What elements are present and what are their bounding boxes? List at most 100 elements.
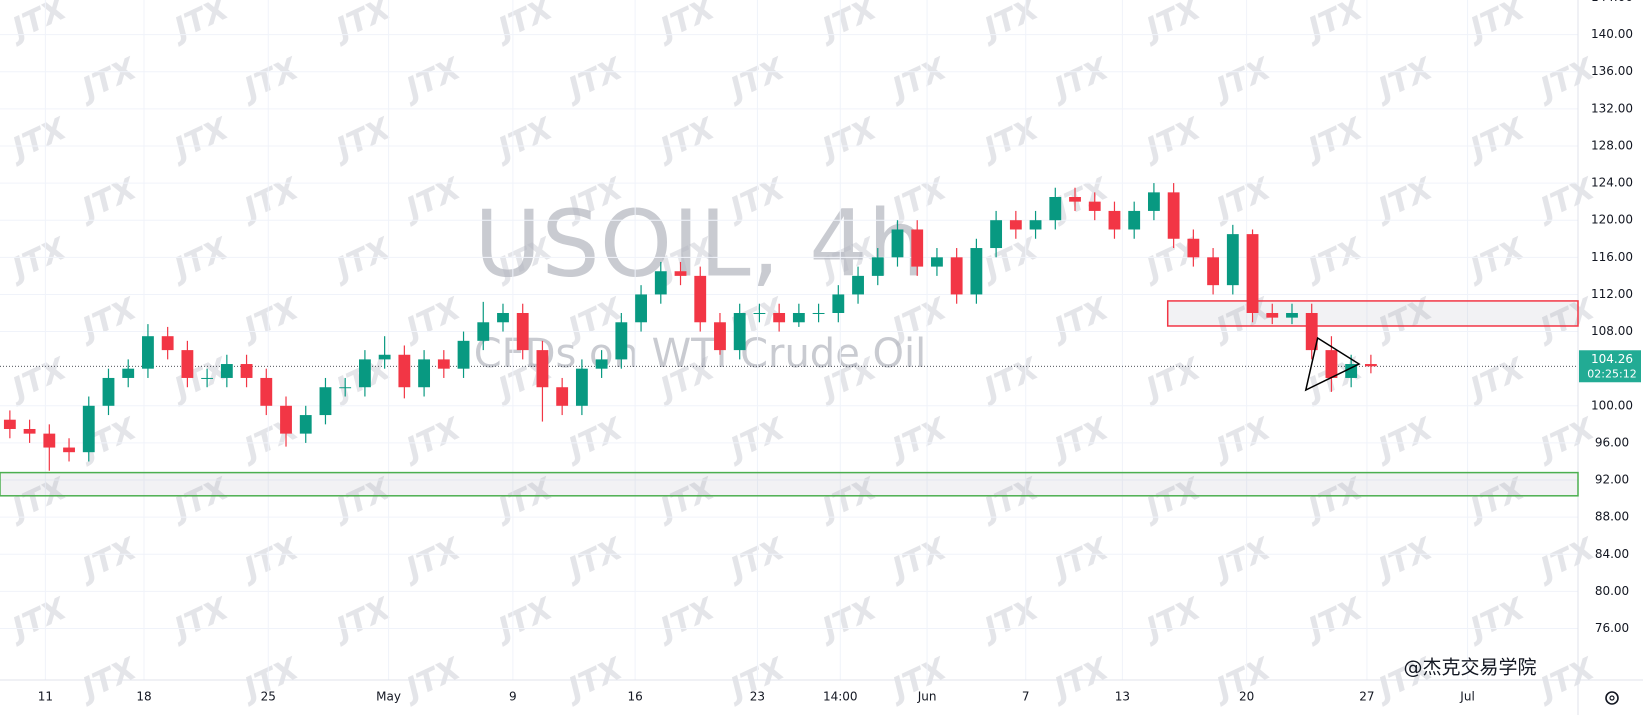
y-tick-label: 112.00 xyxy=(1591,287,1633,301)
candle-body xyxy=(339,387,352,389)
x-tick-label: 27 xyxy=(1359,690,1374,704)
candle-body xyxy=(378,354,391,360)
candle-body xyxy=(142,336,154,369)
candle-body xyxy=(1246,234,1259,313)
candle-body xyxy=(3,419,16,429)
x-tick-label: May xyxy=(376,690,401,704)
candle-body xyxy=(398,354,411,388)
candle-body xyxy=(1049,197,1062,221)
y-tick-label: 128.00 xyxy=(1591,138,1633,152)
candle-body xyxy=(852,275,864,295)
candle-body xyxy=(260,377,273,406)
y-tick-label: 84.00 xyxy=(1595,547,1629,561)
triangle-pattern xyxy=(1304,336,1361,392)
x-tick-label: 23 xyxy=(750,690,765,704)
last-price-box xyxy=(1579,350,1641,383)
candle-body xyxy=(595,359,608,369)
y-tick-label: 116.00 xyxy=(1591,250,1633,264)
x-tick-label: 7 xyxy=(1022,690,1030,704)
description-watermark: CFDs on WTI Crude Oil xyxy=(474,331,926,377)
settings-gear-center[interactable] xyxy=(1609,695,1615,701)
candle-body xyxy=(1029,220,1042,230)
y-tick-label: 88.00 xyxy=(1595,510,1629,524)
candle-body xyxy=(1009,220,1022,230)
candle-body xyxy=(299,415,312,434)
candle-body xyxy=(714,322,726,351)
candle-body xyxy=(635,294,647,323)
y-tick-label: 92.00 xyxy=(1595,473,1629,487)
candle-body xyxy=(556,387,569,406)
y-tick-label: 80.00 xyxy=(1595,584,1629,598)
zone xyxy=(0,471,1579,497)
y-tick-label: 124.00 xyxy=(1591,176,1633,190)
candle-body xyxy=(122,368,135,378)
candle-body xyxy=(1128,210,1141,230)
candle-body xyxy=(457,340,470,369)
x-tick-label: 25 xyxy=(261,690,276,704)
candle-body xyxy=(82,405,95,453)
candle-body xyxy=(674,271,687,276)
candle-body xyxy=(575,368,588,406)
candle-body xyxy=(201,377,214,379)
candle-body xyxy=(654,271,667,295)
candle-body xyxy=(1325,350,1338,378)
candle-body xyxy=(891,229,904,258)
candle-body xyxy=(63,447,75,453)
candle-body xyxy=(102,377,115,406)
credit: @杰克交易学院 xyxy=(1403,657,1536,679)
candle-body xyxy=(477,322,490,341)
candle-body xyxy=(220,364,233,378)
candle-body xyxy=(1167,192,1180,239)
x-tick-label: Jun xyxy=(917,690,937,704)
candle-body xyxy=(516,312,529,351)
candle-body xyxy=(1364,364,1377,367)
y-tick-label: 108.00 xyxy=(1591,324,1633,338)
last-price-label: 104.26 xyxy=(1591,352,1633,366)
candle-body xyxy=(43,433,56,448)
candle-body xyxy=(753,312,766,314)
candle-body xyxy=(319,387,332,416)
y-tick-label: 96.00 xyxy=(1595,435,1629,449)
x-tick-label: 16 xyxy=(628,690,643,704)
candle-body xyxy=(1207,257,1220,286)
x-tick-label: Jul xyxy=(1459,690,1474,704)
candle-body xyxy=(1226,234,1239,286)
candle-body xyxy=(812,312,825,314)
candle-body xyxy=(1108,210,1121,230)
candle-body xyxy=(358,359,371,388)
candle-body xyxy=(615,322,628,360)
candle-body xyxy=(792,312,805,323)
candle-body xyxy=(990,220,1003,249)
candle-body xyxy=(1147,192,1160,211)
candle-body xyxy=(280,405,292,434)
settings-gear[interactable] xyxy=(1605,691,1619,705)
candle-body xyxy=(437,359,450,369)
x-tick-label: 13 xyxy=(1115,690,1130,704)
candle-body xyxy=(536,350,549,388)
candle-body xyxy=(871,257,884,276)
candle-body xyxy=(1305,312,1318,351)
y-tick-label: 120.00 xyxy=(1591,213,1633,227)
y-tick-label: 140.00 xyxy=(1591,27,1633,41)
y-tick-label: 136.00 xyxy=(1591,64,1633,78)
y-tick-label: 132.00 xyxy=(1591,101,1633,115)
y-tick-label: 76.00 xyxy=(1595,621,1629,635)
x-tick-label: 14:00 xyxy=(823,690,858,704)
x-tick-label: 18 xyxy=(136,690,151,704)
settings-icon[interactable] xyxy=(1605,691,1619,705)
x-tick-label: 11 xyxy=(38,690,53,704)
candle-body xyxy=(733,312,746,351)
x-tick-label: 9 xyxy=(509,690,517,704)
candle-body xyxy=(1266,312,1279,318)
candle-body xyxy=(161,336,174,351)
y-tick-label: 144.00 xyxy=(1591,0,1633,4)
candle-body xyxy=(773,312,786,323)
candle-body xyxy=(1088,201,1101,211)
candle-body xyxy=(1345,364,1358,378)
candle-body xyxy=(911,229,924,267)
x-tick-label: 20 xyxy=(1239,690,1254,704)
candle-body xyxy=(694,275,707,323)
candle-body xyxy=(1069,197,1081,202)
